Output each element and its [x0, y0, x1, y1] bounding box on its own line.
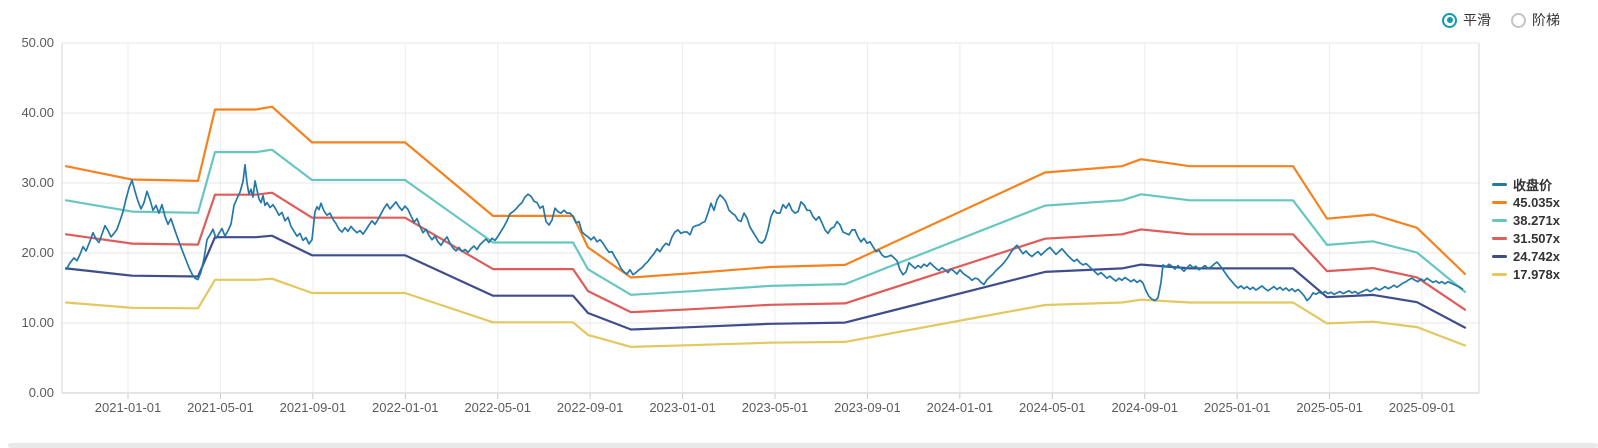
radio-option-阶梯[interactable]: 阶梯: [1511, 10, 1560, 30]
y-axis-label: 10.00: [21, 315, 54, 330]
pe-band-line-45.035x: [64, 105, 1467, 279]
radio-selected-icon[interactable]: [1442, 12, 1457, 28]
x-axis-label: 2022-05-01: [464, 400, 531, 415]
y-axis-label: 30.00: [21, 175, 54, 190]
legend-swatch: [1492, 218, 1507, 222]
legend-item[interactable]: 24.742x: [1492, 247, 1560, 265]
x-axis-label: 2025-05-01: [1296, 400, 1363, 415]
y-axis-label: 40.00: [21, 105, 54, 120]
radio-option-label: 平滑: [1463, 12, 1491, 28]
legend-swatch: [1492, 254, 1507, 258]
line-style-radio-group: 平滑 阶梯: [1442, 10, 1560, 30]
legend-swatch: [1492, 272, 1507, 276]
x-axis-label: 2024-01-01: [927, 400, 994, 415]
legend-item[interactable]: 17.978x: [1492, 265, 1560, 283]
legend-item[interactable]: 45.035x: [1492, 193, 1560, 211]
y-axis-label: 20.00: [21, 245, 54, 260]
legend-swatch: [1492, 200, 1507, 204]
horizontal-scrollbar-track[interactable]: [8, 443, 1598, 448]
legend-label: 38.271x: [1513, 212, 1560, 228]
y-axis-label: 0.00: [29, 385, 54, 400]
x-axis-label: 2025-09-01: [1389, 400, 1456, 415]
radio-unselected-icon[interactable]: [1511, 12, 1526, 28]
radio-option-label: 阶梯: [1532, 12, 1560, 28]
close-price-line: [65, 163, 1464, 302]
x-axis-label: 2023-05-01: [742, 400, 809, 415]
x-axis-label: 2021-01-01: [95, 400, 162, 415]
pe-band-line-38.271x: [64, 148, 1467, 296]
legend-label: 收盘价: [1513, 177, 1553, 193]
legend-label: 31.507x: [1513, 230, 1560, 246]
chart-legend: 收盘价 45.035x 38.271x 31.507x 24.742x 17.978x: [1492, 175, 1560, 283]
legend-label: 17.978x: [1513, 266, 1560, 282]
legend-item[interactable]: 收盘价: [1492, 175, 1560, 193]
x-axis-label: 2023-01-01: [649, 400, 716, 415]
legend-swatch: [1492, 236, 1507, 240]
x-axis-label: 2025-01-01: [1204, 400, 1271, 415]
legend-swatch: [1492, 182, 1507, 186]
x-axis-label: 2024-09-01: [1111, 400, 1178, 415]
legend-item[interactable]: 38.271x: [1492, 211, 1560, 229]
legend-label: 24.742x: [1513, 248, 1560, 264]
x-axis-label: 2023-09-01: [834, 400, 901, 415]
pe-band-line-17.978x: [64, 277, 1467, 348]
x-axis-label: 2021-09-01: [280, 400, 347, 415]
y-axis-label: 50.00: [21, 35, 54, 50]
legend-label: 45.035x: [1513, 194, 1560, 210]
x-axis-label: 2021-05-01: [187, 400, 254, 415]
x-axis-label: 2024-05-01: [1019, 400, 1086, 415]
radio-option-平滑[interactable]: 平滑: [1442, 10, 1491, 30]
x-axis-label: 2022-09-01: [557, 400, 624, 415]
x-axis-label: 2022-01-01: [372, 400, 439, 415]
legend-item[interactable]: 31.507x: [1492, 229, 1560, 247]
pe-band-line-24.742x: [64, 234, 1467, 331]
